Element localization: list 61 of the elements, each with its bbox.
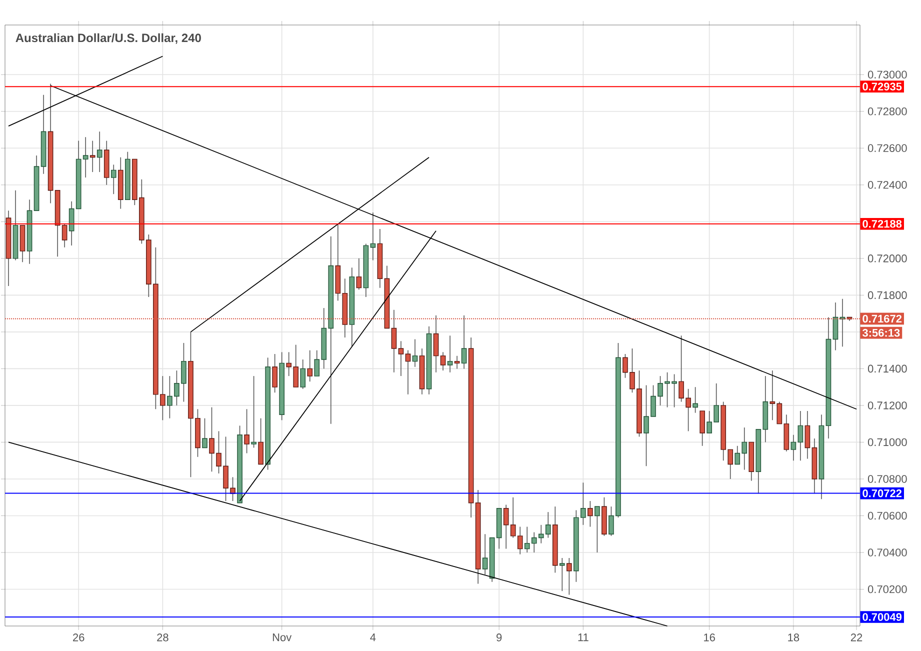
candlestick [798,410,804,461]
candlestick [447,335,453,373]
ref-line-label: 0.72188 [862,220,902,228]
ref-line-label: 0.70049 [862,613,902,621]
y-tick-label: 0.72000 [868,254,907,262]
ref-line-label: 0.71672 [862,314,902,323]
candlestick [559,558,565,592]
candlestick [356,258,362,290]
candlestick [454,355,460,370]
candlestick [90,140,96,172]
candlestick [202,418,208,448]
candlestick [307,350,313,382]
text: Australian Dollar/U.S. Dollar, 240 [16,33,201,44]
x-tick-label: 18 [788,634,800,642]
x-tick-label: 9 [496,634,502,642]
x-tick-label: 26 [73,634,84,642]
y-tick-label: 0.73000 [868,70,907,79]
candlestick [461,314,467,370]
x-tick-label: Nov [272,634,292,642]
candlestick [692,386,698,414]
ref-line-label: 0.70722 [862,489,902,498]
candlestick [440,352,446,371]
y-tick-label: 0.70800 [868,475,907,483]
y-tick-label: 0.70400 [868,548,907,556]
x-tick-label: 11 [578,634,588,642]
x-tick-label: 22 [850,634,862,642]
x-tick-label: 28 [157,634,168,642]
ref-line-label: 0.72935 [862,82,902,90]
x-tick-label: 16 [704,634,715,642]
candlestick [251,376,256,448]
y-tick-label: 0.72600 [868,144,907,152]
y-tick-label: 0.72800 [868,107,907,116]
candlestick [244,408,250,454]
y-tick-label: 0.72400 [868,181,907,189]
candlestick [412,338,418,368]
candlestick [300,359,306,390]
candlestick [62,223,68,248]
candlestick [776,401,782,424]
candlestick [832,302,838,351]
candlestick [700,410,705,446]
candlestick [804,410,810,460]
y-tick-label: 0.71800 [868,291,907,300]
text: 3:56:13 [862,328,900,337]
candlestick [770,370,776,421]
candlestick [566,558,572,596]
y-tick-label: 0.70600 [868,512,907,520]
y-tick-label: 0.71200 [868,402,907,410]
x-tick-label: 4 [370,634,376,642]
candlestick [110,164,116,194]
candlestick [96,131,102,172]
y-tick-label: 0.70200 [868,585,907,594]
candlestick [258,418,264,465]
y-tick-label: 0.71400 [868,364,907,373]
candlestick [588,500,593,528]
y-tick-label: 0.71000 [868,438,907,446]
candlestick [594,506,600,553]
candlestick [272,354,278,393]
candlestick [790,434,796,461]
candlestick [398,340,404,376]
candlestick [482,534,488,575]
candlestick [405,350,411,395]
